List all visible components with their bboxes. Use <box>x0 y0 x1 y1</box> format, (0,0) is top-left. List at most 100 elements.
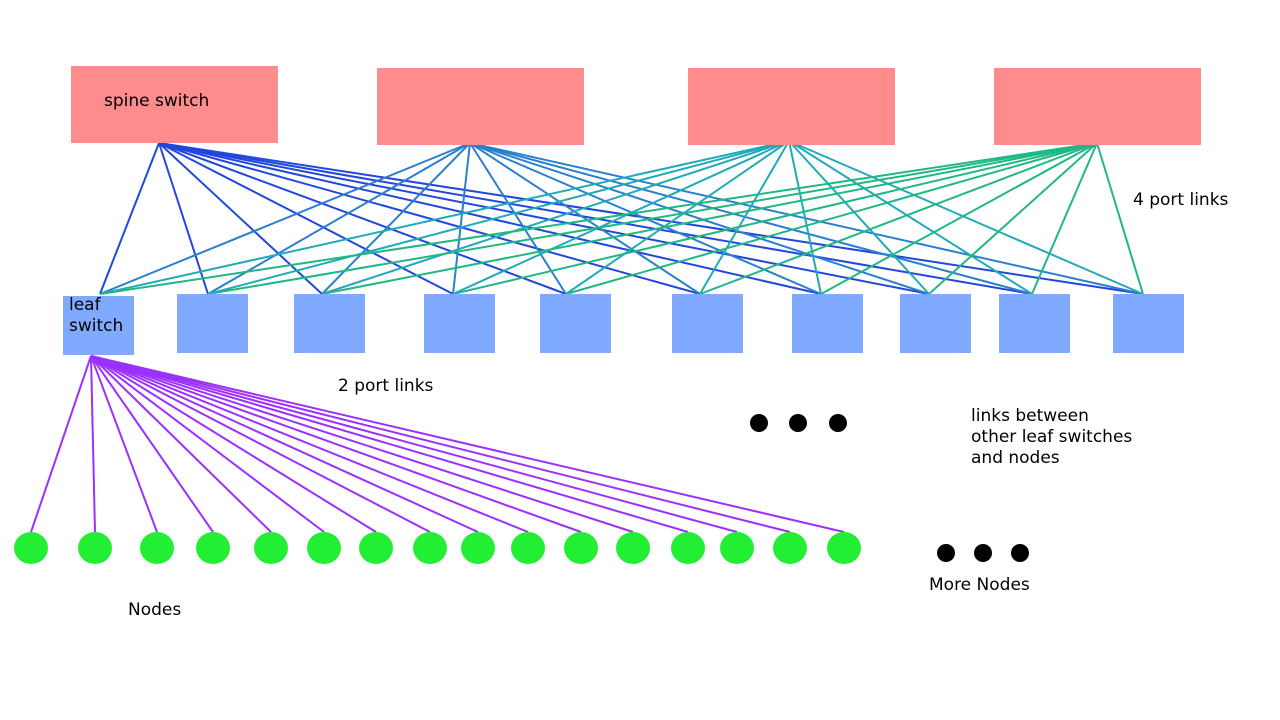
spine-leaf-link <box>99 142 160 295</box>
spine-leaf-link <box>452 142 1098 295</box>
compute-node <box>564 532 598 564</box>
leaf-node-link <box>90 355 791 533</box>
leaf-switch <box>900 294 971 353</box>
spine-switch <box>377 68 584 145</box>
spine-leaf-link <box>788 140 1144 295</box>
leaf-switch <box>540 294 611 353</box>
spine-leaf-link <box>469 142 701 295</box>
ellipsis-dot <box>974 544 992 562</box>
other-links-label-line3: and nodes <box>971 448 1060 468</box>
other-links-label-line1: links between <box>971 406 1089 426</box>
compute-node <box>140 532 174 564</box>
compute-node <box>827 532 861 564</box>
leaf-node-link <box>90 355 582 533</box>
leaf-node-links <box>30 355 845 533</box>
leaf-node-link <box>90 355 377 533</box>
spine-leaf-link <box>469 142 930 295</box>
spine-leaf-link <box>469 142 1144 295</box>
leaf-node-link <box>90 355 529 533</box>
spine-leaf-link <box>699 140 790 295</box>
spine-leaf-link <box>99 142 1098 295</box>
ellipsis-dots-middle <box>750 414 847 432</box>
spine-leaf-link <box>788 140 822 295</box>
leaf-links-label: 2 port links <box>338 376 434 396</box>
spine-leaf-link <box>469 142 822 295</box>
spine-leaf-link <box>207 142 471 295</box>
spine-leaf-link <box>820 142 1098 295</box>
spine-leaf-link <box>1031 142 1098 295</box>
spine-leaf-link <box>207 142 1098 295</box>
compute-node <box>511 532 545 564</box>
spine-leaf-link <box>158 142 323 295</box>
spine-leaf-link <box>158 142 930 295</box>
spine-leaf-link <box>158 142 454 295</box>
leaf-switch <box>672 294 743 353</box>
more-nodes-label: More Nodes <box>929 575 1030 595</box>
leaf-switch <box>1113 294 1184 353</box>
leaf-node-link <box>90 355 479 533</box>
compute-node <box>773 532 807 564</box>
leaf-node-link <box>90 355 634 533</box>
ellipsis-dot <box>789 414 807 432</box>
spine-leaf-link <box>452 142 471 295</box>
leaf-switch <box>177 294 248 353</box>
ellipsis-dot <box>937 544 955 562</box>
spine-leaf-link <box>99 142 471 295</box>
spine-switch-label: spine switch <box>104 91 209 111</box>
leaf-switch <box>63 296 134 355</box>
leaf-node-link <box>90 355 845 533</box>
nodes-group <box>14 532 861 564</box>
leaf-node-link <box>90 355 738 533</box>
compute-node <box>254 532 288 564</box>
spine-leaf-links <box>99 140 1144 295</box>
spine-leaf-link <box>99 140 790 295</box>
leaf-node-link <box>90 355 431 533</box>
compute-node <box>196 532 230 564</box>
compute-node <box>14 532 48 564</box>
leaf-node-link <box>90 355 96 533</box>
spine-switch <box>71 66 278 143</box>
spine-leaf-link <box>158 142 822 295</box>
ellipsis-dot <box>1011 544 1029 562</box>
spine-leaf-link <box>699 142 1098 295</box>
leaf-switch <box>999 294 1070 353</box>
other-links-label-line2: other leaf switches <box>971 427 1132 447</box>
compute-node <box>616 532 650 564</box>
spine-leaf-link <box>158 142 209 295</box>
leaf-switch-label-line2: switch <box>69 316 123 336</box>
spine-switches <box>71 66 1201 145</box>
leaf-node-link <box>90 355 214 533</box>
spine-leaf-link <box>788 140 930 295</box>
spine-leaf-link <box>321 140 790 295</box>
spine-leaf-link <box>1096 142 1144 295</box>
spine-leaf-link <box>321 142 1098 295</box>
spine-links-label: 4 port links <box>1133 190 1229 210</box>
ellipsis-dot <box>829 414 847 432</box>
spine-leaf-link <box>565 142 1098 295</box>
spine-leaf-link <box>158 142 701 295</box>
spine-switch <box>994 68 1201 145</box>
leaf-node-link <box>30 355 92 533</box>
ellipsis-dot <box>750 414 768 432</box>
leaf-switch <box>792 294 863 353</box>
leaf-node-link <box>90 355 158 533</box>
leaf-node-link <box>90 355 325 533</box>
spine-leaf-link <box>207 140 790 295</box>
compute-node <box>307 532 341 564</box>
compute-node <box>461 532 495 564</box>
spine-leaf-link <box>469 142 1033 295</box>
leaf-node-link <box>90 355 689 533</box>
spine-leaf-link <box>158 142 567 295</box>
spine-leaf-link <box>469 142 567 295</box>
leaf-switch <box>424 294 495 353</box>
spine-leaf-link <box>452 140 790 295</box>
leaf-switch-label-line1: leaf <box>69 295 102 315</box>
nodes-label: Nodes <box>128 600 181 620</box>
spine-leaf-link <box>788 140 1033 295</box>
spine-leaf-link <box>928 142 1098 295</box>
compute-node <box>78 532 112 564</box>
spine-leaf-link <box>321 142 471 295</box>
compute-node <box>720 532 754 564</box>
compute-node <box>671 532 705 564</box>
